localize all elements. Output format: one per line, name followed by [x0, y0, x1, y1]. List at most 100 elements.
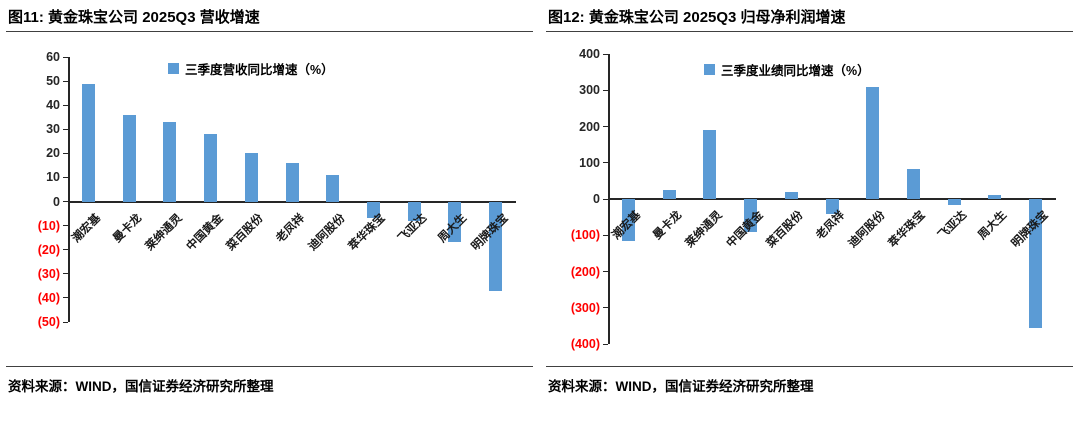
panel-figure-11: 图11: 黄金珠宝公司 2025Q3 营收增速 60 50 40 30 20 10 0 (10… — [0, 9, 540, 394]
bar — [163, 122, 177, 202]
y-axis-tick — [63, 152, 68, 154]
panel-figure-12: 图12: 黄金珠宝公司 2025Q3 归母净利润增速 400 300 200 100 0… — [540, 0, 1080, 421]
y-axis-tick — [603, 271, 608, 272]
bar — [621, 199, 635, 241]
y-axis-tick — [63, 321, 68, 323]
y-axis-tick — [603, 53, 608, 55]
y-axis-tick — [63, 201, 68, 203]
revenue-growth-bar-chart: 60 50 40 30 20 10 0 (10) (20) (30) (40) (50) 潮宏基 曼卡龙莱… — [0, 33, 540, 363]
title-divider — [546, 31, 1073, 32]
y-axis-label: (200) — [570, 264, 600, 279]
x-axis-label: 迪阿股份 — [846, 209, 888, 251]
bar — [784, 191, 798, 199]
y-axis-label: 50 — [46, 74, 60, 89]
y-axis-tick — [63, 176, 68, 178]
y-axis-tick — [63, 297, 68, 299]
y-axis-tick — [63, 104, 68, 106]
bar — [703, 130, 717, 199]
y-axis-label: 0 — [53, 194, 60, 209]
bar — [448, 201, 462, 243]
x-axis-label: 中国黄金 — [184, 211, 226, 253]
bar — [204, 134, 218, 202]
y-axis-tick — [603, 343, 608, 345]
x-axis-label: 周大生 — [976, 209, 1010, 243]
y-axis-tick — [63, 225, 68, 227]
bar — [244, 153, 258, 202]
source-divider — [6, 366, 533, 367]
y-axis-label: 100 — [579, 155, 600, 170]
y-axis-tick — [603, 198, 608, 200]
legend-label: 三季度业绩同比增速（%） — [721, 64, 870, 78]
zero-axis-line — [68, 200, 516, 203]
bar — [81, 83, 95, 202]
x-axis-label: 老凤祥 — [813, 209, 847, 243]
source-divider — [546, 366, 1073, 367]
y-axis-label: 20 — [46, 146, 60, 161]
x-axis-label: 老凤祥 — [273, 211, 307, 245]
y-axis-label: (30) — [37, 266, 60, 281]
y-axis-tick — [603, 89, 608, 91]
y-axis-tick — [63, 128, 68, 130]
y-axis-line — [68, 57, 70, 322]
y-axis-tick — [63, 273, 68, 275]
y-axis-label: 400 — [579, 47, 600, 61]
y-axis-label: (300) — [570, 300, 600, 315]
y-axis-tick — [603, 162, 608, 164]
y-axis-label: (40) — [37, 290, 60, 305]
y-axis-label: (50) — [37, 315, 60, 329]
legend-swatch — [168, 63, 179, 74]
x-axis-label: 飞亚达 — [935, 209, 969, 243]
y-axis-label: (10) — [37, 218, 60, 233]
chart-title-net-profit: 图12: 黄金珠宝公司 2025Q3 归母净利润增速 — [548, 9, 846, 26]
title-divider — [6, 31, 533, 32]
x-axis-label: 菜百股份 — [224, 211, 266, 253]
y-axis-label: 40 — [46, 98, 60, 113]
y-axis-label: 300 — [579, 83, 600, 98]
bar — [662, 189, 676, 199]
legend-swatch — [704, 64, 715, 75]
y-axis-tick — [63, 56, 68, 58]
x-axis-label: 潮宏基 — [70, 211, 103, 245]
y-axis-tick — [63, 249, 68, 251]
y-axis-tick — [603, 234, 608, 236]
y-axis-label: 10 — [46, 170, 60, 185]
chart-title-revenue: 图11: 黄金珠宝公司 2025Q3 营收增速 — [8, 9, 260, 26]
y-axis-label: 30 — [46, 122, 60, 137]
x-axis-label: 曼卡龙 — [110, 211, 144, 245]
x-axis-label: 莱绅通灵 — [683, 209, 725, 251]
bar — [825, 199, 839, 214]
bar — [988, 194, 1002, 199]
bar — [866, 86, 880, 199]
y-axis-label: 60 — [46, 50, 60, 64]
y-axis-tick — [603, 307, 608, 309]
y-axis-label: 0 — [593, 192, 600, 206]
source-note: 资料来源：WIND，国信证券经济研究所整理 — [8, 379, 274, 394]
y-axis-tick — [63, 80, 68, 82]
x-axis-label: 莱绅通灵 — [143, 211, 185, 253]
bar — [744, 199, 758, 232]
x-axis-label: 萃华珠宝 — [887, 209, 929, 251]
x-axis-label: 迪阿股份 — [306, 211, 348, 253]
bar — [947, 199, 961, 206]
legend-label: 三季度营收同比增速（%） — [185, 63, 334, 77]
bar — [407, 201, 421, 221]
bar — [285, 163, 299, 202]
y-axis-label: 200 — [579, 119, 600, 134]
bar — [326, 175, 340, 202]
source-note: 资料来源：WIND，国信证券经济研究所整理 — [548, 379, 814, 394]
y-axis-label: (100) — [570, 228, 600, 243]
bar — [1029, 199, 1043, 328]
chart-legend: 三季度业绩同比增速（%） — [704, 60, 870, 79]
y-axis-tick — [603, 126, 608, 127]
net-profit-growth-bar-chart: 400 300 200 100 0 (100) (200) (300) (400) 潮宏基 曼卡龙莱… — [540, 33, 1080, 363]
bar — [366, 201, 380, 219]
x-axis-label: 飞亚达 — [395, 211, 429, 245]
bar — [122, 114, 136, 202]
y-axis-label: (20) — [37, 242, 60, 257]
bar — [906, 168, 920, 199]
bar — [489, 201, 503, 291]
x-axis-label: 菜百股份 — [764, 209, 806, 251]
y-axis-label: (400) — [570, 337, 600, 351]
chart-legend: 三季度营收同比增速（%） — [168, 59, 334, 78]
